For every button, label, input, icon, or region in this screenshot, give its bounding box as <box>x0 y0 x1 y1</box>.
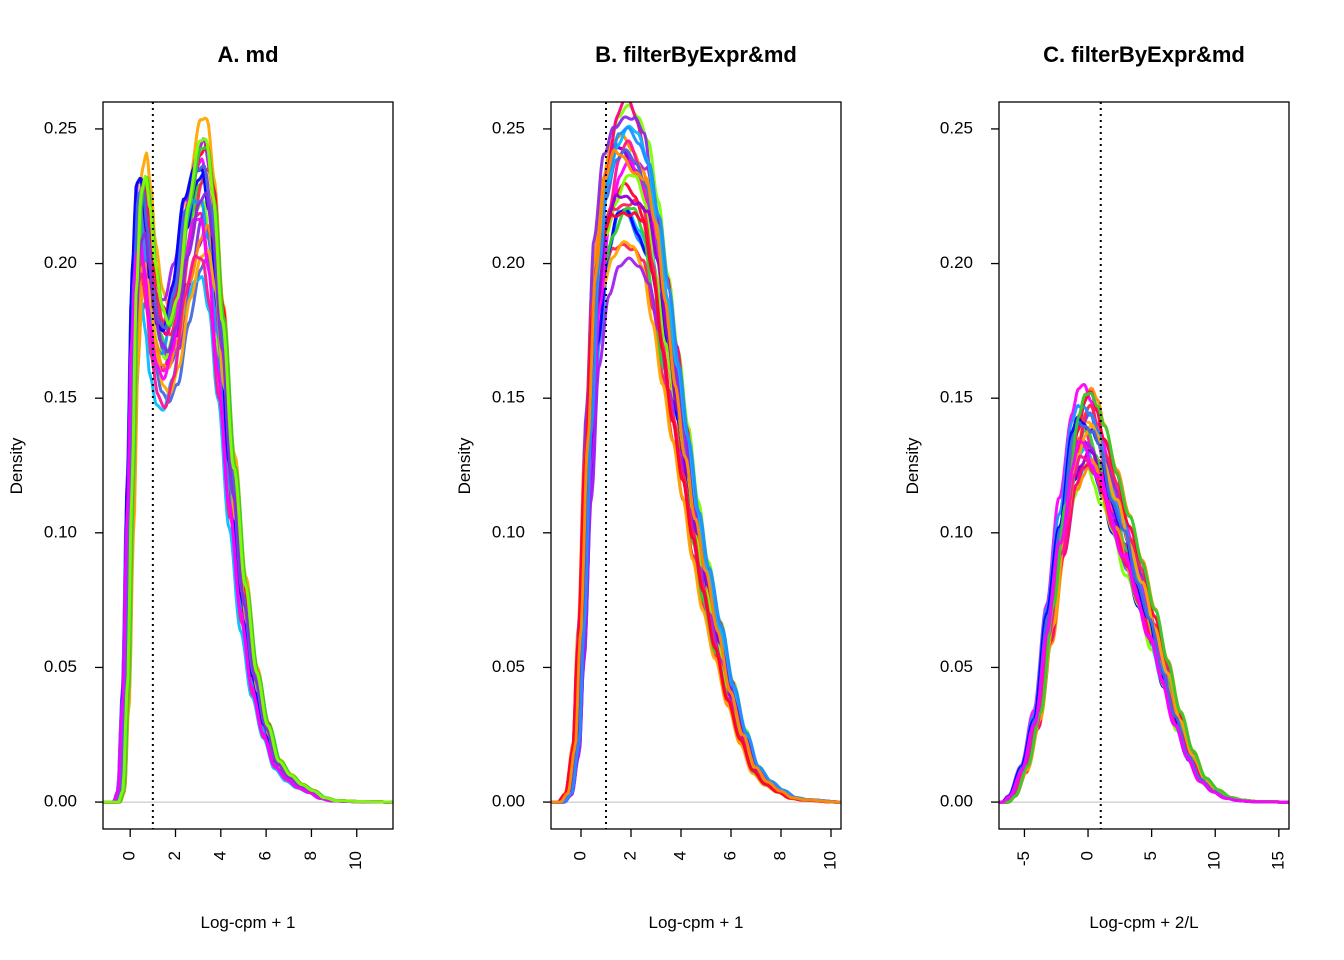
panel-a-frame <box>102 101 394 830</box>
panel-c-ytick-label: 0.00 <box>940 792 973 811</box>
panel-b-ytick-label: 0.05 <box>492 657 525 676</box>
panel-a-xtick-label: 8 <box>301 851 320 860</box>
panel-a-ytick-label: 0.00 <box>44 792 77 811</box>
panel-b-ytick-label: 0.20 <box>492 253 525 272</box>
panel-c-title: C. filterByExpr&md <box>1043 42 1245 67</box>
panel-b-ytick-label: 0.25 <box>492 118 525 137</box>
panel-c-ytick-label: 0.25 <box>940 118 973 137</box>
panel-b-xtick-label: 0 <box>570 851 589 860</box>
panel-c-ytick-label: 0.10 <box>940 522 973 541</box>
panel-b-curves <box>551 102 841 804</box>
panel-c-xtick-label: 15 <box>1268 851 1287 870</box>
panel-a-ytick-label: 0.05 <box>44 657 77 676</box>
panel-c-ytick-label: 0.05 <box>940 657 973 676</box>
panel-c-xtick-label: -5 <box>1014 851 1033 866</box>
panel-c-density-line <box>999 440 1289 804</box>
panel-a-title: A. md <box>217 42 278 67</box>
panel-b-xtick-label: 4 <box>670 851 689 860</box>
panel-a-xtick-label: 4 <box>210 851 229 860</box>
panel-b-ytick-label: 0.15 <box>492 388 525 407</box>
panel-a-ylabel: Density <box>7 437 26 494</box>
panel-a-xtick-label: 6 <box>256 851 275 860</box>
panel-a-density-line <box>103 217 393 804</box>
panel-c: C. filterByExpr&md Log-cpm + 2/L Density… <box>903 42 1290 932</box>
panel-a-ytick-label: 0.20 <box>44 253 77 272</box>
panel-a-ytick-label: 0.10 <box>44 522 77 541</box>
panel-c-xtick-label: 5 <box>1141 851 1160 860</box>
panel-a-density-line <box>103 137 393 804</box>
panel-b-title: B. filterByExpr&md <box>595 42 797 67</box>
panel-c-xtick-label: 0 <box>1078 851 1097 860</box>
panel-c-curves <box>999 383 1289 804</box>
panel-b-frame <box>550 101 842 830</box>
panel-a-xtick-label: 2 <box>165 851 184 860</box>
panel-c-frame <box>998 101 1290 830</box>
panel-a: A. md Log-cpm + 1 Density 0.00 0.05 0.10 0.… <box>7 42 394 932</box>
panel-b-xtick-label: 6 <box>720 851 739 860</box>
panel-a-xlabel: Log-cpm + 1 <box>201 913 296 932</box>
panel-b: B. filterByExpr&md Log-cpm + 1 Density 0… <box>455 42 842 932</box>
panel-c-xtick-label: 10 <box>1205 851 1224 870</box>
panel-b-xtick-label: 10 <box>820 851 839 870</box>
panel-a-ytick-label: 0.25 <box>44 118 77 137</box>
panel-b-density-line <box>551 148 841 804</box>
panel-b-ytick-label: 0.00 <box>492 792 525 811</box>
panel-a-density-line <box>103 275 393 804</box>
panel-b-density-line <box>551 126 841 804</box>
panel-b-xtick-label: 2 <box>620 851 639 860</box>
panel-c-ylabel: Density <box>903 437 922 494</box>
panel-c-density-line <box>999 383 1289 804</box>
panel-b-ylabel: Density <box>455 437 474 494</box>
panel-b-ytick-label: 0.10 <box>492 522 525 541</box>
panel-c-xlabel: Log-cpm + 2/L <box>1089 913 1198 932</box>
panel-b-xtick-label: 8 <box>770 851 789 860</box>
panel-c-ytick-label: 0.15 <box>940 388 973 407</box>
panel-c-ytick-label: 0.20 <box>940 253 973 272</box>
panel-a-xtick-label: 10 <box>346 851 365 870</box>
panel-a-curves <box>103 116 393 804</box>
panel-a-ytick-label: 0.15 <box>44 388 77 407</box>
panel-a-xtick-label: 0 <box>120 851 139 860</box>
panel-b-xlabel: Log-cpm + 1 <box>649 913 744 932</box>
